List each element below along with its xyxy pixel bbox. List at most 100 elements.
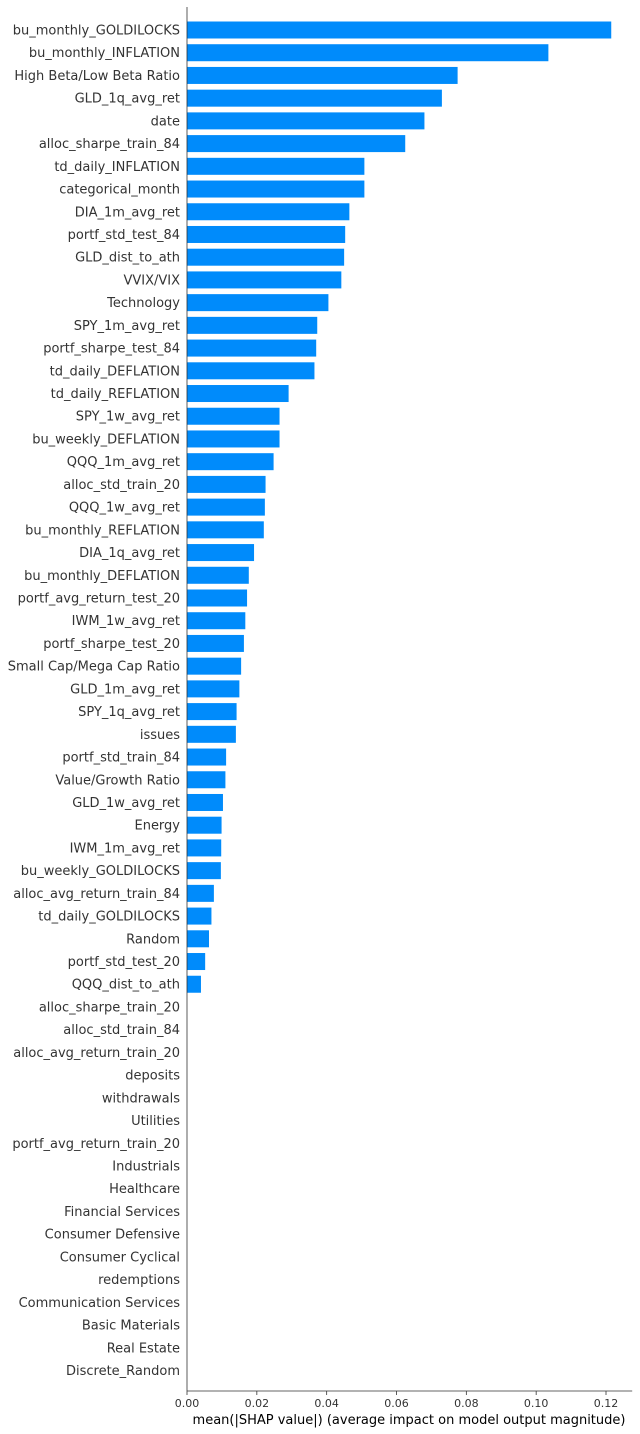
bars-layer (187, 21, 612, 993)
feature-label: td_daily_REFLATION (51, 387, 180, 402)
x-axis-title: mean(|SHAP value|) (average impact on mo… (193, 1413, 626, 1428)
feature-label: portf_avg_return_test_20 (18, 592, 180, 607)
bar (187, 21, 612, 39)
feature-label: SPY_1m_avg_ret (74, 319, 180, 334)
feature-label: bu_monthly_DEFLATION (24, 569, 180, 584)
x-axis-ticks: 0.00 0.02 0.04 0.06 0.08 0.10 0.12 (175, 1391, 619, 1410)
x-tick-label: 0.10 (524, 1397, 549, 1410)
feature-label: alloc_sharpe_train_84 (39, 137, 180, 152)
feature-label: categorical_month (59, 183, 180, 198)
feature-label: Value/Growth Ratio (55, 773, 180, 788)
feature-label: alloc_std_train_20 (63, 478, 180, 493)
bar (187, 634, 244, 652)
feature-label: alloc_std_train_84 (63, 1023, 180, 1038)
x-tick-label: 0.08 (454, 1397, 479, 1410)
bar (187, 44, 549, 62)
x-tick-label: 0.12 (594, 1397, 619, 1410)
bar (187, 884, 214, 902)
feature-label: Consumer Defensive (45, 1228, 180, 1243)
feature-label: Industrials (112, 1160, 180, 1175)
feature-label: QQQ_1w_avg_ret (69, 501, 180, 516)
bar (187, 66, 458, 84)
feature-label: GLD_dist_to_ath (75, 251, 180, 266)
bar (187, 612, 246, 630)
bar (187, 725, 236, 743)
feature-label: Utilities (131, 1114, 180, 1129)
bar (187, 430, 280, 448)
feature-label: portf_sharpe_test_84 (43, 342, 180, 357)
feature-label: Energy (134, 819, 180, 834)
bar (187, 112, 425, 130)
feature-label: GLD_1m_avg_ret (70, 682, 180, 697)
feature-label: Real Estate (107, 1341, 180, 1356)
feature-label: portf_std_train_84 (62, 751, 180, 766)
bar (187, 339, 317, 357)
feature-label: VVIX/VIX (123, 273, 180, 288)
bar (187, 680, 240, 698)
feature-label: Basic Materials (82, 1319, 180, 1334)
bar (187, 362, 315, 380)
bar (187, 793, 223, 811)
bar (187, 907, 212, 925)
x-tick-label: 0.00 (175, 1397, 200, 1410)
bar (187, 862, 221, 880)
bar (187, 544, 255, 562)
feature-label: Consumer Cyclical (60, 1250, 180, 1265)
x-tick-label: 0.04 (314, 1397, 339, 1410)
feature-label: GLD_1q_avg_ret (75, 92, 180, 107)
bar (187, 748, 227, 766)
feature-label: alloc_sharpe_train_20 (39, 1000, 180, 1015)
feature-label: IWM_1w_avg_ret (72, 614, 180, 629)
bar (187, 157, 365, 175)
feature-label: bu_monthly_INFLATION (29, 46, 180, 61)
bar (187, 180, 365, 198)
bar (187, 975, 201, 993)
bar (187, 271, 342, 289)
bar (187, 771, 226, 789)
bar (187, 953, 206, 971)
feature-label: Healthcare (109, 1182, 180, 1197)
bar (187, 453, 274, 471)
feature-label: QQQ_1m_avg_ret (67, 455, 180, 470)
feature-label: td_daily_INFLATION (54, 160, 180, 175)
bar (187, 294, 329, 312)
bar (187, 248, 345, 266)
feature-label: date (151, 114, 180, 129)
feature-label: SPY_1w_avg_ret (76, 410, 180, 425)
feature-label: bu_monthly_REFLATION (25, 523, 180, 538)
bar (187, 203, 350, 221)
feature-label: bu_weekly_DEFLATION (32, 432, 180, 447)
bar (187, 930, 209, 948)
bar (187, 657, 242, 675)
feature-label: Technology (106, 296, 180, 311)
bar (187, 521, 264, 539)
feature-label: Small Cap/Mega Cap Ratio (8, 660, 180, 675)
feature-label: Communication Services (19, 1296, 181, 1311)
x-tick-label: 0.06 (384, 1397, 409, 1410)
feature-label: portf_avg_return_train_20 (12, 1137, 180, 1152)
bar (187, 316, 318, 334)
feature-label: alloc_avg_return_train_20 (13, 1046, 180, 1061)
bar (187, 839, 222, 857)
bar (187, 135, 406, 153)
feature-label: issues (140, 728, 180, 743)
bar (187, 703, 237, 721)
feature-label: deposits (125, 1069, 180, 1084)
feature-label: withdrawals (102, 1091, 180, 1106)
feature-label: Discrete_Random (66, 1364, 180, 1379)
bar (187, 225, 346, 243)
feature-label: SPY_1q_avg_ret (78, 705, 180, 720)
bar (187, 498, 265, 516)
x-tick-label: 0.02 (245, 1397, 270, 1410)
feature-label: High Beta/Low Beta Ratio (14, 69, 180, 84)
feature-label: bu_monthly_GOLDILOCKS (13, 24, 180, 39)
feature-label: IWM_1m_avg_ret (70, 841, 180, 856)
feature-label: Random (126, 932, 180, 947)
feature-label: bu_weekly_GOLDILOCKS (21, 864, 180, 879)
feature-label: DIA_1m_avg_ret (75, 205, 180, 220)
feature-label: Financial Services (64, 1205, 180, 1220)
feature-label: alloc_avg_return_train_84 (13, 887, 180, 902)
feature-label: QQQ_dist_to_ath (72, 978, 180, 993)
feature-labels: bu_monthly_GOLDILOCKS bu_monthly_INFLATIO… (8, 24, 181, 1379)
